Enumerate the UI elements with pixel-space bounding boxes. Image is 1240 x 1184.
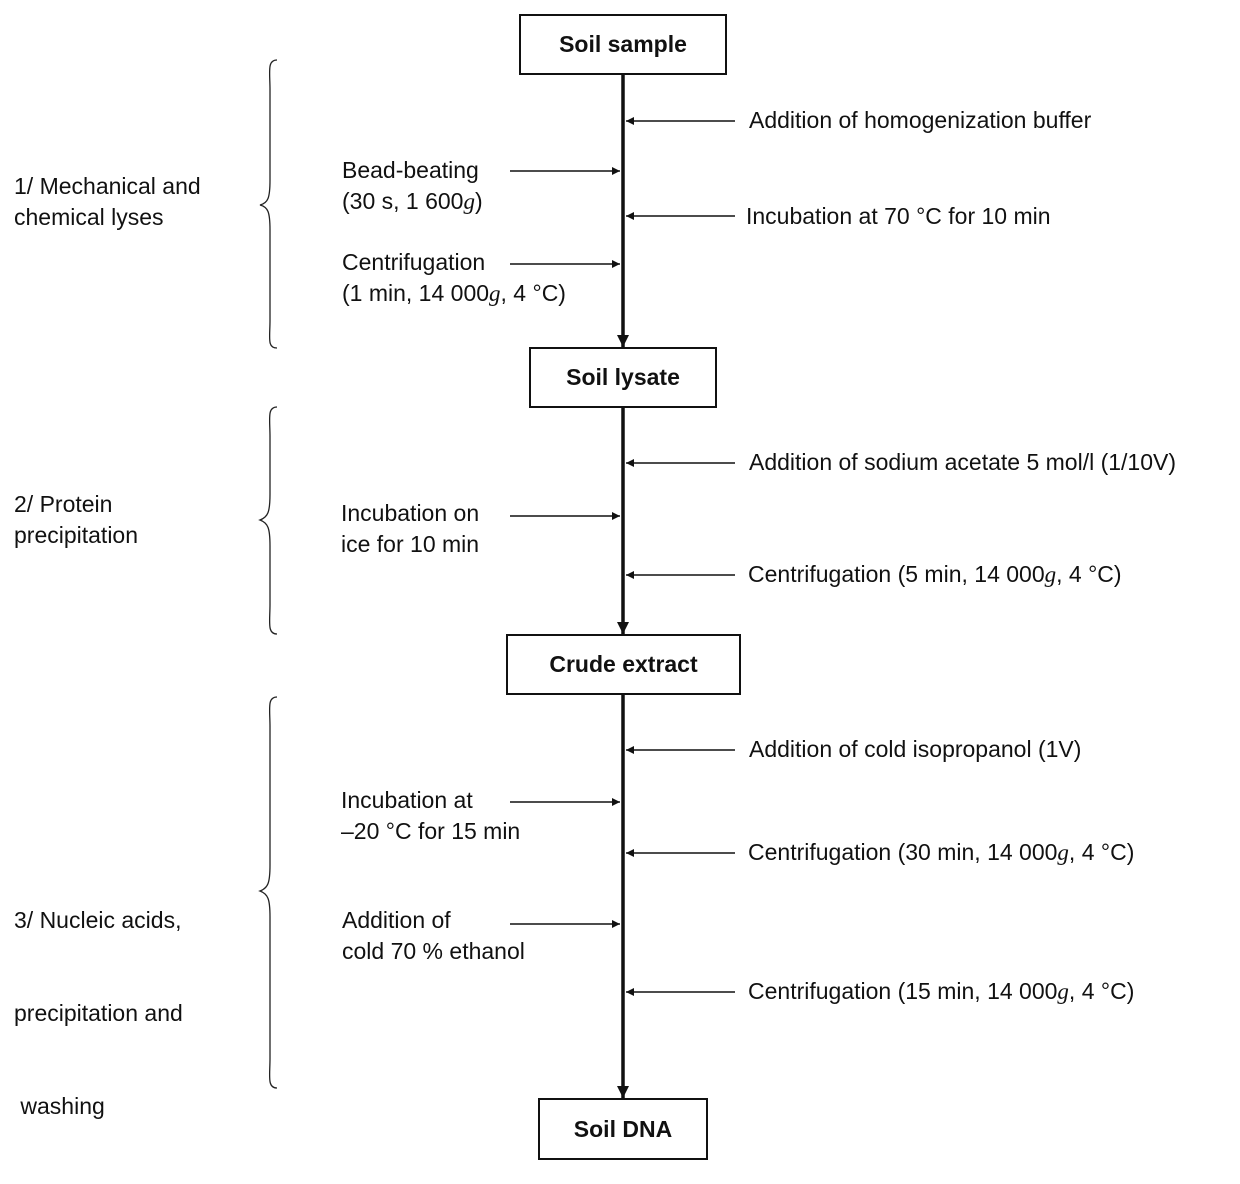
phase-2-line-1: 2/ Protein bbox=[14, 491, 113, 517]
brace-phase-3 bbox=[258, 696, 278, 1089]
node-soil-dna-label: Soil DNA bbox=[573, 1115, 673, 1142]
node-soil-dna: Soil DNA bbox=[538, 1098, 708, 1160]
step-centrifugation-30min-b: , 4 °C) bbox=[1068, 839, 1135, 865]
flowchart-connectors bbox=[258, 59, 735, 1098]
step-bead-beating-line-2: (30 s, 1 600g) bbox=[342, 186, 483, 217]
step-bead-beating-b: ) bbox=[474, 188, 483, 214]
step-incubation-minus20c-line-1: Incubation at bbox=[341, 787, 473, 813]
step-addition-isopropanol: Addition of cold isopropanol (1V) bbox=[749, 736, 1082, 762]
step-centrifugation-5min-a: Centrifugation (5 min, 14 000 bbox=[748, 561, 1045, 587]
step-centrifugation-1min: Centrifugation (1 min, 14 000g, 4 °C) bbox=[342, 247, 566, 309]
step-addition-ethanol-line-2: cold 70 % ethanol bbox=[342, 938, 525, 964]
step-centrifugation-1min-g: g bbox=[489, 281, 501, 306]
step-centrifugation-30min: Centrifugation (30 min, 14 000g, 4 °C) bbox=[748, 837, 1134, 868]
step-incubation-on-ice: Incubation on ice for 10 min bbox=[341, 498, 479, 560]
node-soil-lysate: Soil lysate bbox=[529, 347, 717, 408]
node-crude-extract: Crude extract bbox=[506, 634, 741, 695]
step-centrifugation-30min-a: Centrifugation (30 min, 14 000 bbox=[748, 839, 1058, 865]
step-centrifugation-15min-g: g bbox=[1057, 979, 1069, 1004]
step-addition-ethanol: Addition of cold 70 % ethanol bbox=[342, 905, 525, 967]
phase-3-line-3: washing bbox=[14, 1093, 105, 1119]
step-centrifugation-5min-g: g bbox=[1044, 562, 1057, 587]
step-centrifugation-15min-a: Centrifugation (15 min, 14 000 bbox=[748, 978, 1058, 1004]
step-centrifugation-5min: Centrifugation (5 min, 14 000g, 4 °C) bbox=[748, 559, 1122, 590]
node-soil-sample-label: Soil sample bbox=[559, 31, 687, 57]
step-bead-beating-a: (30 s, 1 600 bbox=[342, 188, 464, 214]
step-addition-sodium-acetate: Addition of sodium acetate 5 mol/l (1/10… bbox=[749, 449, 1177, 475]
step-centrifugation-30min-g: g bbox=[1057, 840, 1069, 865]
step-centrifugation-5min-b: , 4 °C) bbox=[1056, 561, 1122, 587]
step-centrifugation-15min: Centrifugation (15 min, 14 000g, 4 °C) bbox=[748, 976, 1134, 1007]
step-centrifugation-1min-line-1: Centrifugation bbox=[342, 249, 486, 275]
step-bead-beating-line-1: Bead-beating bbox=[342, 157, 479, 183]
phase-2-label: 2/ Protein precipitation bbox=[14, 489, 138, 551]
step-incubation-on-ice-line-1: Incubation on bbox=[341, 500, 480, 526]
phase-3-label: 3/ Nucleic acids, precipitation and wash… bbox=[14, 843, 183, 1184]
phase-1-line-1: 1/ Mechanical and bbox=[14, 173, 201, 199]
step-incubation-70c: Incubation at 70 °C for 10 min bbox=[746, 203, 1051, 229]
step-incubation-on-ice-line-2: ice for 10 min bbox=[341, 531, 480, 557]
soil-dna-extraction-flowchart: Soil sample Soil lysate Crude extract So… bbox=[14, 14, 1177, 1160]
step-incubation-minus20c-line-2: –20 °C for 15 min bbox=[341, 818, 521, 844]
step-incubation-minus20c: Incubation at –20 °C for 15 min bbox=[341, 785, 520, 847]
step-centrifugation-1min-b: , 4 °C) bbox=[500, 280, 566, 306]
node-crude-extract-label: Crude extract bbox=[549, 651, 698, 677]
phase-1-label: 1/ Mechanical and chemical lyses bbox=[14, 171, 201, 233]
step-centrifugation-1min-a: (1 min, 14 000 bbox=[342, 280, 490, 306]
phase-3-line-2: precipitation and bbox=[14, 1000, 183, 1026]
step-centrifugation-1min-line-2: (1 min, 14 000g, 4 °C) bbox=[342, 278, 566, 309]
phase-3-line-1: 3/ Nucleic acids, bbox=[14, 907, 182, 933]
brace-phase-1 bbox=[259, 59, 278, 349]
phase-2-line-2: precipitation bbox=[14, 522, 139, 548]
step-bead-beating: Bead-beating (30 s, 1 600g) bbox=[342, 155, 483, 217]
node-soil-lysate-label: Soil lysate bbox=[566, 364, 680, 390]
step-centrifugation-15min-b: , 4 °C) bbox=[1068, 978, 1135, 1004]
phase-1-line-2: chemical lyses bbox=[14, 204, 164, 230]
brace-phase-2 bbox=[258, 406, 278, 635]
step-bead-beating-g: g bbox=[463, 189, 475, 214]
step-addition-ethanol-line-1: Addition of bbox=[342, 907, 451, 933]
step-addition-homogenization-buffer: Addition of homogenization buffer bbox=[749, 107, 1092, 133]
node-soil-sample: Soil sample bbox=[519, 14, 727, 75]
